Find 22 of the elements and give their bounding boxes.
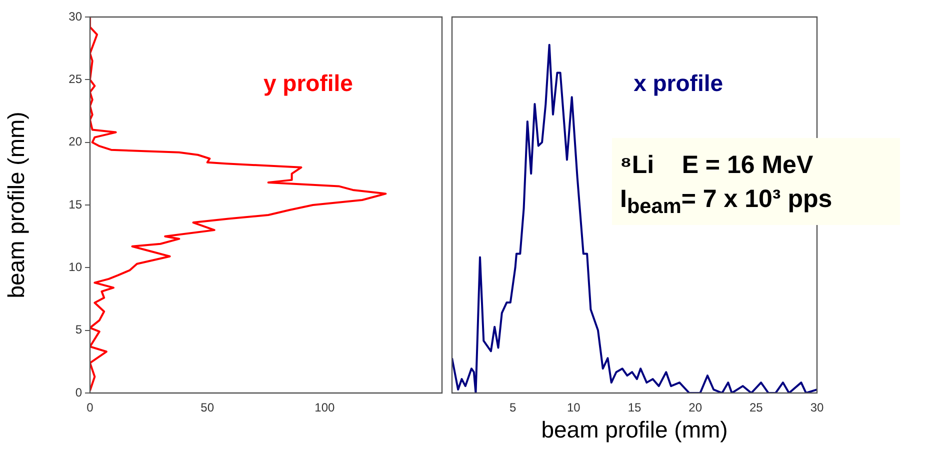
x-tick-label: 25 <box>749 400 764 415</box>
annotation: ⁸Li E = 16 MeV <box>620 151 814 179</box>
x-tick-label: 100 <box>314 400 335 415</box>
y-tick-label: 25 <box>68 72 82 86</box>
x-axis-title: beam profile (mm) <box>541 416 728 443</box>
y-tick-label: 20 <box>68 134 82 149</box>
text: x profile <box>634 70 724 96</box>
x-tick-label: 5 <box>509 400 516 415</box>
x-tick-label: 30 <box>810 400 824 415</box>
text: y profile <box>264 70 353 96</box>
y-axis-title: beam profile (mm) <box>3 112 30 298</box>
y-tick-label: 5 <box>75 322 82 337</box>
annotation: I$_{beam}$= 7 x 10³ pps <box>620 185 832 218</box>
y-tick-label: 10 <box>68 260 82 274</box>
x-tick-label: 20 <box>688 400 702 415</box>
y-tick-label: 30 <box>68 9 82 24</box>
y-tick-label: 0 <box>75 385 82 400</box>
x-tick-label: 0 <box>86 400 94 415</box>
x-tick-label: 15 <box>628 400 642 415</box>
x-tick-label: 10 <box>566 400 581 415</box>
x-tick-label: 50 <box>200 400 214 415</box>
y-tick-label: 15 <box>68 197 82 212</box>
